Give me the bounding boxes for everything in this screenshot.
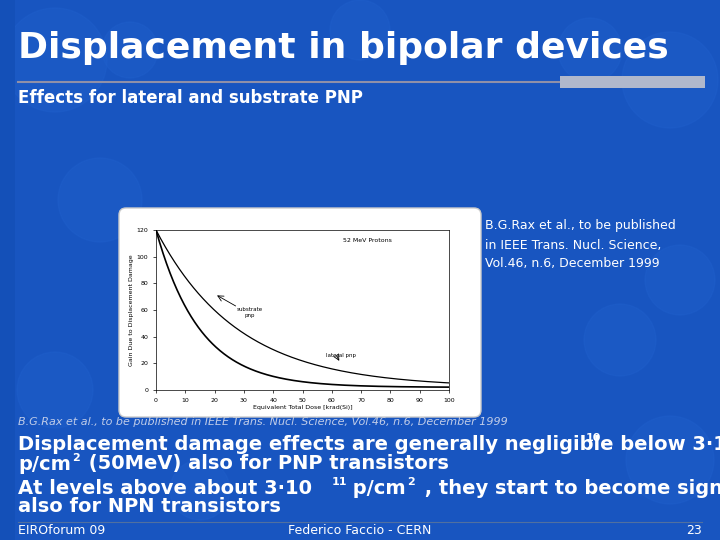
Text: (50MeV) also for PNP transistors: (50MeV) also for PNP transistors	[82, 455, 449, 474]
FancyBboxPatch shape	[119, 208, 481, 417]
Text: Displacement in bipolar devices: Displacement in bipolar devices	[18, 31, 669, 65]
Text: 23: 23	[686, 524, 702, 537]
Y-axis label: Gain Due to Displacement Damage: Gain Due to Displacement Damage	[129, 254, 134, 366]
Text: EIROforum 09: EIROforum 09	[18, 524, 105, 537]
Text: 2: 2	[407, 477, 415, 487]
Text: Displacement damage effects are generally negligible below 3·10: Displacement damage effects are generall…	[18, 435, 720, 454]
Text: 10: 10	[586, 433, 601, 443]
Text: p/cm: p/cm	[18, 455, 71, 474]
Bar	[0, 0, 15, 540]
Text: 11: 11	[332, 477, 348, 487]
Circle shape	[17, 352, 93, 428]
Text: At levels above about 3·10: At levels above about 3·10	[18, 478, 312, 497]
Circle shape	[330, 0, 390, 60]
Circle shape	[170, 460, 230, 520]
Circle shape	[622, 32, 718, 128]
Text: also for NPN transistors: also for NPN transistors	[18, 497, 281, 516]
Text: 52 MeV Protons: 52 MeV Protons	[343, 238, 392, 243]
Text: , they start to become significant: , they start to become significant	[418, 478, 720, 497]
Text: Effects for lateral and substrate PNP: Effects for lateral and substrate PNP	[18, 89, 363, 107]
Text: lateral pnp: lateral pnp	[325, 353, 356, 358]
X-axis label: Equivalent Total Dose [krad(Si)]: Equivalent Total Dose [krad(Si)]	[253, 406, 352, 410]
Circle shape	[558, 18, 622, 82]
Text: Federico Faccio - CERN: Federico Faccio - CERN	[288, 524, 432, 537]
Circle shape	[102, 22, 158, 78]
Circle shape	[58, 158, 142, 242]
Text: p/cm: p/cm	[346, 478, 405, 497]
Circle shape	[584, 304, 656, 376]
Bar	[560, 76, 705, 88]
Text: substrate
pnp: substrate pnp	[237, 307, 263, 318]
Text: B.G.Rax et al., to be published in IEEE Trans. Nucl. Science, Vol.46, n.6, Decem: B.G.Rax et al., to be published in IEEE …	[18, 417, 508, 427]
Text: B.G.Rax et al., to be published
in IEEE Trans. Nucl. Science,
Vol.46, n.6, Decem: B.G.Rax et al., to be published in IEEE …	[485, 219, 676, 271]
Circle shape	[626, 416, 714, 504]
Circle shape	[3, 8, 107, 112]
Text: 2: 2	[72, 453, 80, 463]
Circle shape	[645, 245, 715, 315]
